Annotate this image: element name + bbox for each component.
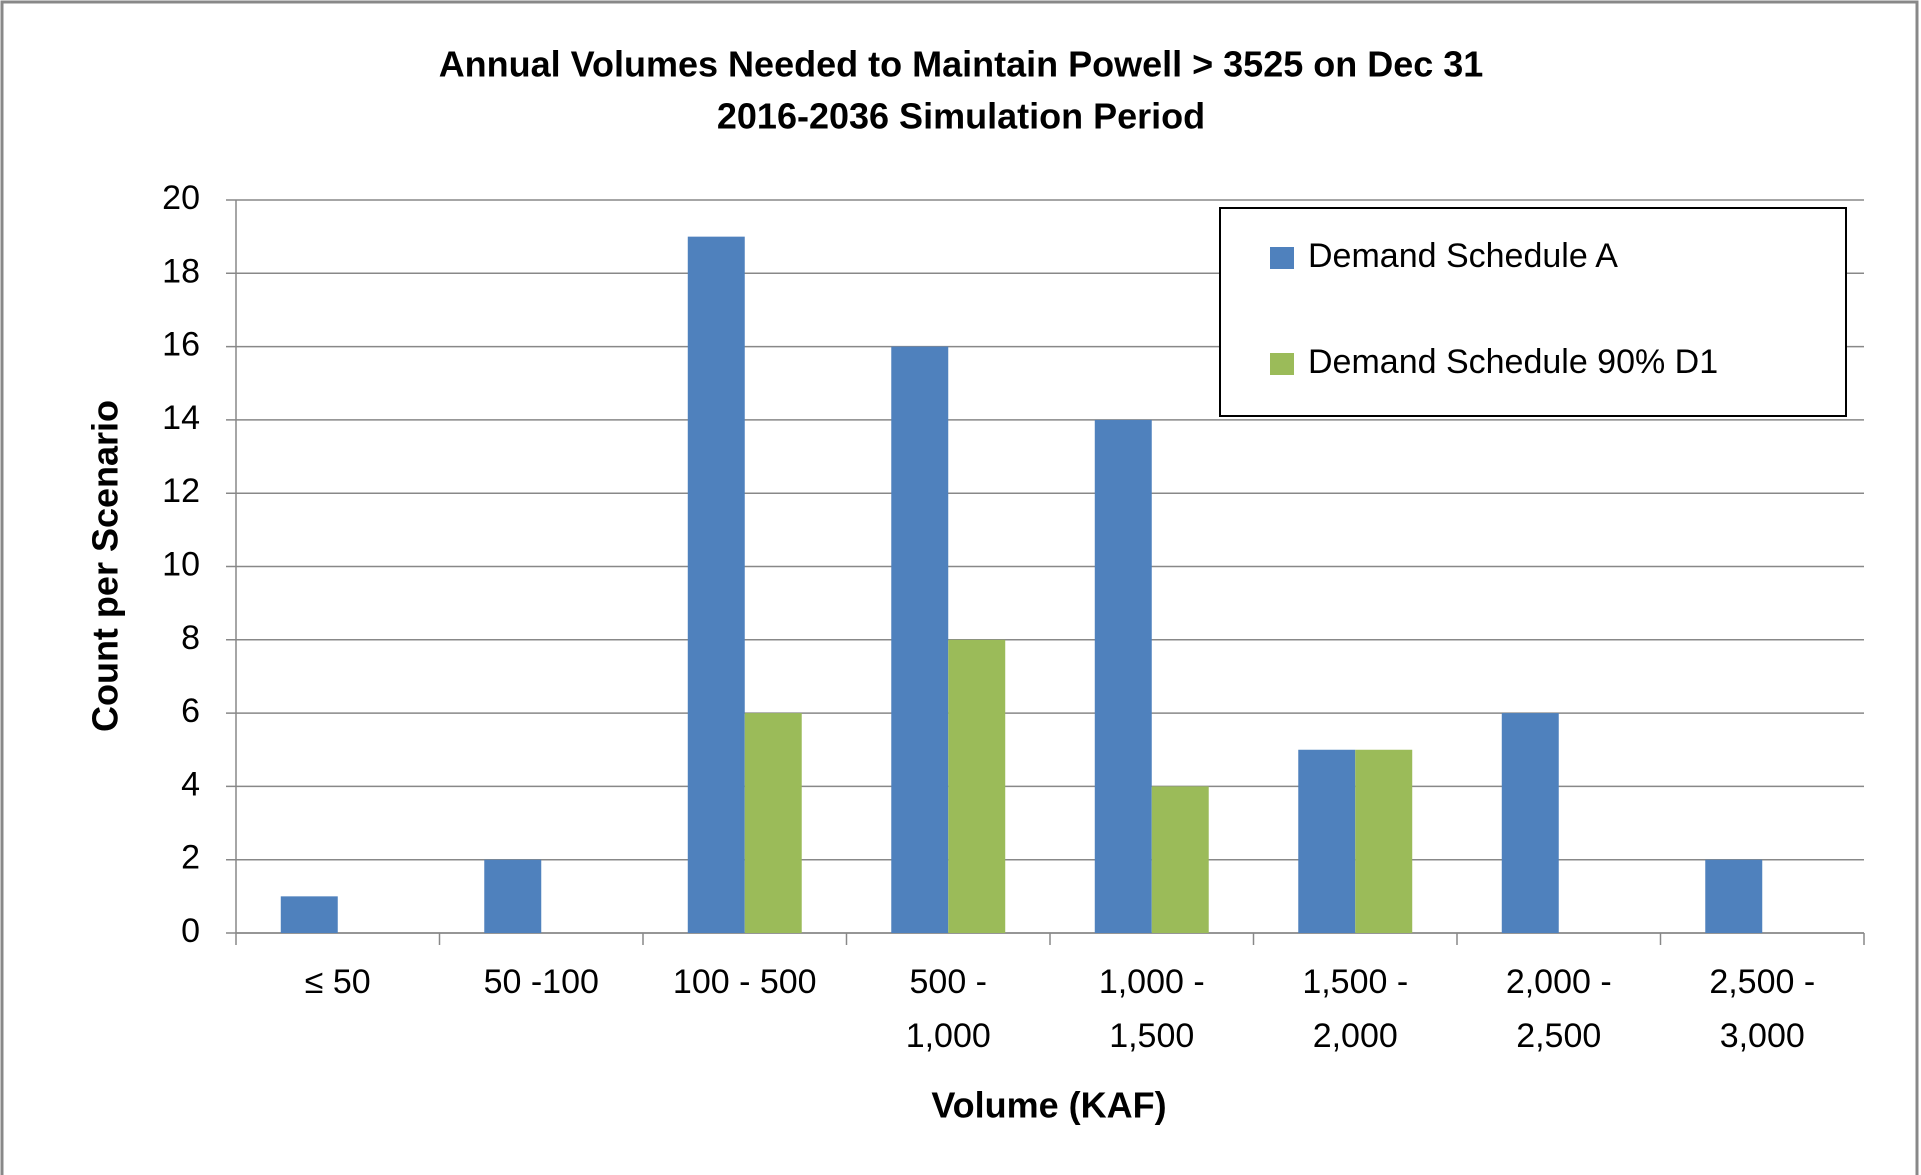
legend-label: Demand Schedule 90% D1 [1308, 343, 1718, 381]
y-tick-label: 2 [181, 839, 200, 877]
legend-label: Demand Schedule A [1308, 237, 1618, 275]
x-tick-label: 500 - 1,000 [905, 963, 991, 1055]
bar [280, 896, 338, 933]
x-axis-label: Volume (KAF) [931, 1085, 1166, 1126]
y-tick-label: 18 [162, 252, 200, 290]
bar [948, 639, 1006, 933]
x-tick-label: 50 -100 [483, 963, 599, 1001]
legend-swatch [1270, 353, 1294, 375]
x-tick-label: ≤ 50 [304, 963, 371, 1001]
y-axis-label: Count per Scenario [85, 400, 126, 732]
y-tick-label: 14 [162, 399, 200, 437]
y-tick-label: 8 [181, 619, 200, 657]
y-tick-label: 6 [181, 692, 200, 730]
bar [1501, 713, 1559, 933]
bar [1151, 786, 1209, 933]
y-tick-label: 16 [162, 326, 200, 364]
bar [1705, 859, 1763, 933]
bar [1298, 749, 1356, 933]
bar [744, 713, 802, 933]
x-tick-label: 100 - 500 [672, 963, 817, 1001]
bar [484, 859, 542, 933]
y-tick-label: 12 [162, 472, 200, 510]
bar [687, 236, 745, 933]
x-tick-label: 1,500 - 2,000 [1302, 963, 1409, 1055]
chart-title: Annual Volumes Needed to Maintain Powell… [439, 44, 1484, 85]
bar [1094, 419, 1152, 933]
bar [891, 346, 949, 934]
y-tick-label: 20 [162, 179, 200, 217]
legend-box [1219, 207, 1847, 417]
chart-subtitle: 2016-2036 Simulation Period [717, 96, 1205, 137]
y-tick-label: 0 [181, 912, 200, 950]
bar [1355, 749, 1413, 933]
legend-swatch [1270, 247, 1294, 269]
x-tick-label: 2,000 - 2,500 [1505, 963, 1612, 1055]
x-tick-label: 1,000 - 1,500 [1098, 963, 1205, 1055]
y-tick-label: 10 [162, 545, 200, 583]
x-tick-label: 2,500 - 3,000 [1709, 963, 1816, 1055]
y-tick-label: 4 [181, 765, 200, 803]
